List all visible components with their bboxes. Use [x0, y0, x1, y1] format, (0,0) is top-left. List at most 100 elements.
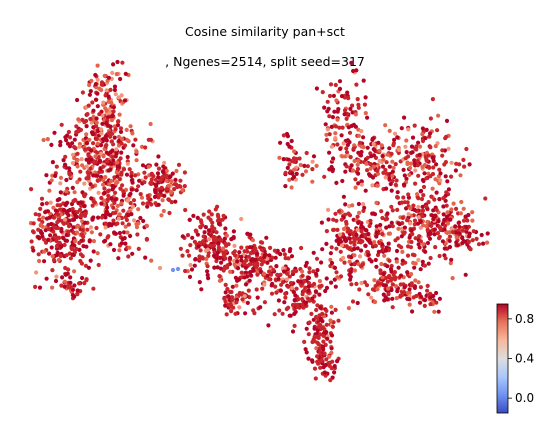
scatter-point — [129, 187, 134, 192]
scatter-point — [383, 175, 388, 180]
scatter-point — [226, 294, 231, 299]
scatter-point — [170, 267, 176, 273]
scatter-point — [425, 288, 430, 293]
scatter-point — [314, 346, 319, 351]
scatter-point — [31, 248, 36, 253]
scatter-point — [197, 280, 202, 285]
scatter-point — [97, 170, 102, 175]
scatter-point — [153, 190, 158, 195]
scatter-point — [41, 137, 46, 143]
scatter-point — [380, 164, 386, 169]
scatter-point — [322, 351, 327, 356]
scatter-point — [154, 183, 159, 188]
scatter-point — [91, 173, 96, 178]
scatter-point — [228, 269, 233, 274]
scatter-point — [359, 229, 364, 234]
scatter-point — [78, 200, 83, 205]
scatter-point — [425, 227, 430, 232]
scatter-point — [121, 167, 127, 172]
scatter-point — [359, 264, 364, 269]
scatter-point — [329, 245, 334, 250]
scatter-point — [311, 317, 316, 322]
scatter-point — [68, 256, 73, 261]
scatter-point — [215, 204, 220, 209]
colorbar-tick-label: 0.0 — [515, 391, 534, 405]
scatter-point — [374, 224, 379, 229]
scatter-point — [157, 265, 163, 271]
scatter-point — [276, 276, 281, 282]
scatter-point — [410, 150, 415, 155]
scatter-point — [399, 200, 404, 205]
scatter-point — [83, 263, 88, 268]
scatter-point — [40, 224, 45, 229]
scatter-point — [91, 239, 96, 244]
scatter-point — [117, 212, 122, 217]
scatter-point — [66, 267, 71, 272]
scatter-point — [314, 334, 319, 339]
scatter-point — [80, 212, 85, 217]
scatter-point — [88, 225, 94, 230]
scatter-point — [322, 105, 327, 110]
scatter-point — [470, 238, 475, 243]
scatter-point — [317, 292, 322, 297]
scatter-point — [94, 225, 99, 231]
scatter-point — [413, 278, 418, 283]
scatter-point — [340, 154, 345, 159]
scatter-point — [190, 235, 195, 240]
scatter-point — [145, 201, 150, 206]
scatter-point — [205, 272, 210, 278]
scatter-point — [433, 245, 438, 250]
scatter-point — [421, 242, 426, 247]
scatter-point — [447, 234, 453, 239]
scatter-point — [103, 225, 108, 230]
scatter-point — [114, 72, 119, 77]
scatter-point — [426, 164, 431, 169]
scatter-point — [430, 97, 435, 102]
scatter-point — [258, 305, 263, 310]
scatter-point — [121, 189, 126, 194]
scatter-point — [416, 204, 421, 210]
scatter-point — [234, 300, 239, 305]
scatter-point — [431, 165, 436, 170]
scatter-point — [407, 235, 412, 240]
scatter-point — [418, 239, 423, 244]
scatter-point — [356, 171, 361, 176]
scatter-point — [423, 136, 428, 141]
scatter-point — [332, 109, 337, 114]
scatter-point — [99, 131, 104, 136]
scatter-point — [202, 230, 207, 235]
scatter-point — [295, 302, 300, 307]
scatter-point — [108, 242, 113, 247]
scatter-point — [116, 256, 121, 261]
scatter-point — [388, 181, 393, 187]
scatter-point — [388, 267, 394, 272]
scatter-point — [379, 261, 384, 267]
scatter-point — [382, 253, 387, 258]
scatter-point — [420, 214, 425, 219]
scatter-point — [146, 164, 151, 169]
scatter-point — [206, 237, 212, 242]
scatter-point — [141, 218, 146, 224]
scatter-point — [224, 233, 229, 238]
scatter-point — [327, 150, 332, 155]
scatter-point — [356, 133, 361, 138]
scatter-point — [318, 316, 324, 321]
scatter-point — [92, 200, 97, 205]
scatter-point — [137, 178, 142, 183]
scatter-point — [104, 108, 109, 113]
scatter-point — [438, 178, 443, 183]
scatter-point — [239, 254, 244, 260]
scatter-point — [437, 234, 442, 239]
scatter-point — [96, 262, 101, 268]
scatter-point — [356, 236, 361, 241]
scatter-point — [106, 193, 111, 198]
scatter-point — [346, 211, 351, 216]
scatter-point — [394, 248, 400, 254]
scatter-point — [122, 98, 128, 103]
scatter-point — [356, 201, 361, 207]
scatter-point — [260, 286, 265, 291]
scatter-point — [261, 259, 266, 264]
scatter-point — [361, 202, 366, 207]
scatter-point — [239, 270, 244, 275]
scatter-point — [262, 252, 267, 258]
